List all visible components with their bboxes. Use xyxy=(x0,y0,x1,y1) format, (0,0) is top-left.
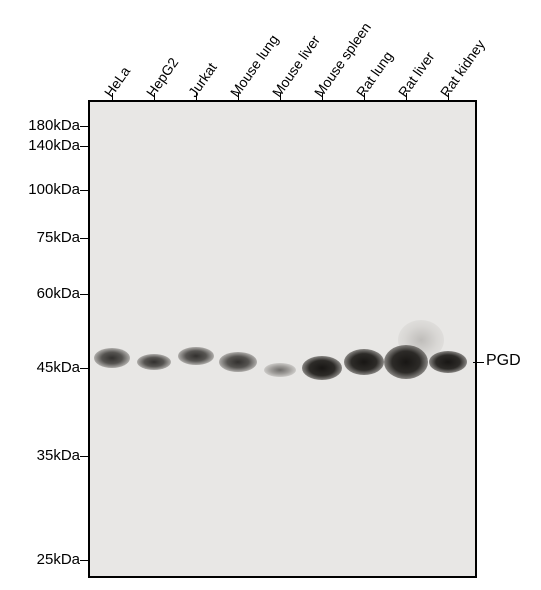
mw-tick xyxy=(80,190,88,191)
protein-band xyxy=(264,363,296,377)
mw-label: 35kDa xyxy=(37,447,80,464)
mw-tick xyxy=(80,560,88,561)
lane-label: Jurkat xyxy=(185,60,220,100)
protein-band xyxy=(178,347,214,365)
target-label-text: PGD xyxy=(486,352,521,369)
mw-tick xyxy=(80,368,88,369)
mw-tick xyxy=(80,126,88,127)
target-label: PGD xyxy=(486,352,521,370)
protein-band xyxy=(219,352,257,372)
protein-band xyxy=(137,354,171,370)
protein-band xyxy=(344,349,384,375)
mw-tick xyxy=(80,456,88,457)
lane-label: Rat lung xyxy=(353,48,396,100)
mw-label: 75kDa xyxy=(37,229,80,246)
mw-tick xyxy=(80,294,88,295)
mw-label: 180kDa xyxy=(28,117,80,134)
lane-label: HepG2 xyxy=(143,54,182,100)
mw-tick xyxy=(80,146,88,147)
target-tick xyxy=(473,362,484,363)
protein-band xyxy=(94,348,130,368)
mw-label: 140kDa xyxy=(28,137,80,154)
mw-label: 60kDa xyxy=(37,285,80,302)
protein-band xyxy=(302,356,342,380)
lane-label: Rat liver xyxy=(395,49,438,100)
mw-label: 25kDa xyxy=(37,551,80,568)
mw-label: 45kDa xyxy=(37,359,80,376)
protein-band xyxy=(384,345,428,379)
figure-container: { "figure": { "width_px": 541, "height_p… xyxy=(0,0,541,590)
lane-label: HeLa xyxy=(101,63,133,100)
mw-tick xyxy=(80,238,88,239)
lane-label: Rat kidney xyxy=(437,37,488,100)
mw-label: 100kDa xyxy=(28,181,80,198)
protein-band xyxy=(429,351,467,373)
